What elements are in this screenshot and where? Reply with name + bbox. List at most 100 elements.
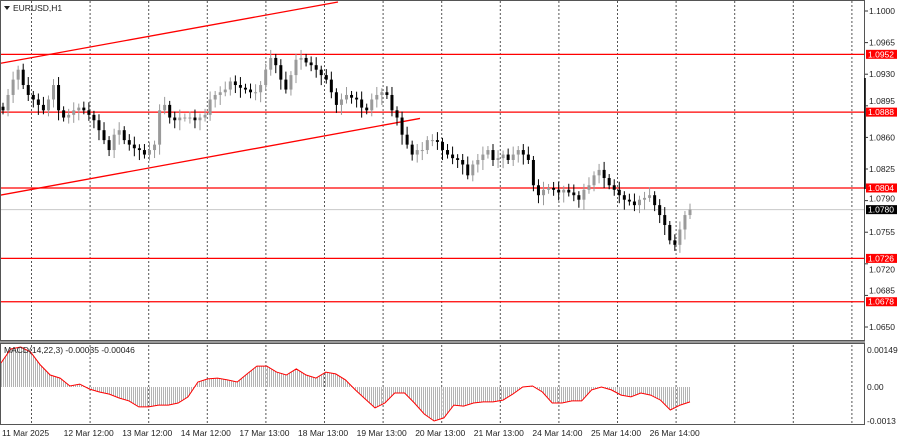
candle-body [582,189,586,200]
candle-body [400,117,404,135]
price-axis: 1.1000 1.0965 1.0930 1.0895 1.0860 1.0825 1.07… [865,6,898,426]
candle-body [107,140,111,151]
candle-body [178,117,182,121]
candle-body [612,185,616,190]
candle-body [496,158,500,160]
candle-body [345,94,348,100]
candle-body [461,159,465,165]
candle-body [552,187,556,190]
candle-body [643,197,647,200]
candle-body [339,99,343,105]
candle-body [122,130,126,141]
time-tick-label: 24 Mar 14:00 [532,428,582,438]
candle-body [294,59,298,76]
candle-body [153,144,157,151]
trend-channel [0,1,421,196]
time-tick-label: 12 Mar 12:00 [64,428,114,438]
horizontal-levels [0,53,864,303]
candle-body [264,69,268,86]
candle-body [223,89,227,93]
price-tick-label: 1.0965 [869,38,895,48]
candle-body [26,85,30,95]
level-label: 1.0678 [868,297,894,307]
candle-body [587,185,591,190]
candle-body [592,175,596,186]
price-tick-label: 1.0685 [869,286,895,296]
candle-body [319,69,323,76]
candle-body [491,150,495,160]
candle-body [127,140,131,145]
candle-body [658,205,662,216]
panel-separator[interactable] [0,341,865,343]
candle-body [385,92,389,95]
current-price-label: 1.0780 [868,205,894,215]
candle-body [259,85,263,93]
candle-body [415,150,419,155]
level-label: 1.0804 [868,183,894,193]
candle-body [486,150,490,155]
candle-body [648,195,652,198]
candle-body [279,65,283,80]
candle-body [16,69,20,80]
time-tick-label: 25 Mar 14:00 [591,428,641,438]
price-tick-label: 1.0650 [869,322,895,332]
candle-body [410,144,414,155]
candle-body [627,199,631,202]
candle-body [299,57,303,60]
candle-body [653,195,657,206]
triangle-down-icon[interactable] [4,6,10,10]
price-tick-label: 1.0825 [869,164,895,174]
candle-body [355,97,359,100]
candle-body [77,107,81,111]
candle-body [350,94,354,98]
candle-body [536,185,540,196]
candle-body [370,99,374,111]
macd-signal-line [0,346,691,422]
candle-body [183,117,187,119]
candle-body [142,150,146,155]
candle-body [663,215,667,225]
candle-body [511,154,515,160]
candle-body [132,144,136,149]
level-label-bg [866,297,897,307]
candle-body [526,154,530,160]
candle-body [360,99,364,108]
macd-tick-label: 0.00149 [867,345,898,355]
current-price-label-bg [866,205,897,215]
candle-body [324,75,328,80]
candle-body [597,169,601,176]
candle-body [451,154,455,159]
candles [1,49,692,253]
candle-body [390,94,394,111]
candle-body [218,92,222,95]
candle-body [567,189,571,193]
candle-body [168,104,172,118]
candle-body [430,140,434,142]
price-tick-label: 1.1000 [869,6,895,16]
candle-body [193,117,197,121]
time-axis: 11 Mar 2025 12 Mar 12:00 13 Mar 12:00 14 Ma… [2,428,700,438]
time-tick-label: 17 Mar 13:00 [239,428,289,438]
candle-body [198,117,202,121]
candle-body [163,104,167,111]
candle-body [425,140,429,151]
candle-body [521,150,525,155]
candle-body [632,201,636,206]
candle-body [52,85,56,100]
chart-title: EURUSD,H1 [13,3,62,13]
candle-body [547,187,551,190]
candle-body [446,150,450,155]
candle-body [173,117,177,121]
candle-body [67,114,71,118]
candle-body [87,110,91,115]
price-tick-label: 1.0895 [869,96,895,106]
candle-body [92,114,96,121]
candle-body [213,94,217,100]
candle-body [334,92,338,105]
candle-body [1,106,5,111]
candle-body [254,92,258,94]
candle-body [188,117,192,119]
candle-body [683,215,687,230]
candle-body [289,75,293,90]
